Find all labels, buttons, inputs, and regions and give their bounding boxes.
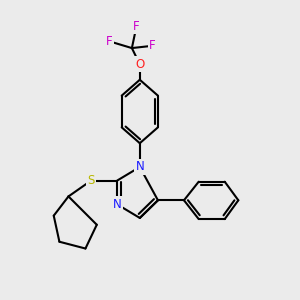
Text: N: N [113,198,122,211]
Text: O: O [135,58,144,71]
Text: F: F [149,39,156,52]
Text: S: S [87,174,95,187]
Text: F: F [106,35,112,48]
Text: F: F [133,20,140,33]
Text: N: N [135,160,144,173]
